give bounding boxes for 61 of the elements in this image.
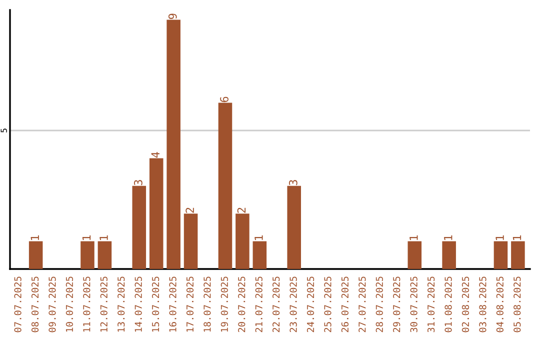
x-tick-label: 25.07.2025 [324, 276, 332, 332]
x-tick-label: 12.07.2025 [100, 276, 108, 332]
data-label: 1 [444, 235, 452, 240]
bar [252, 241, 267, 269]
bar [149, 158, 164, 269]
data-label: 1 [30, 235, 39, 240]
bar [236, 214, 250, 269]
bar [511, 241, 525, 269]
data-label: 1 [512, 235, 522, 240]
x-tick-label: 22.07.2025 [272, 276, 280, 332]
x-tick-label: 27.07.2025 [358, 276, 366, 332]
x-tick-label: 15.07.2025 [152, 276, 160, 332]
x-tick-label: 28.07.2025 [376, 276, 383, 332]
data-label: 3 [288, 180, 298, 186]
bar [184, 214, 198, 269]
x-tick-label: 20.07.2025 [238, 276, 246, 332]
bar [28, 241, 43, 269]
bar [98, 241, 112, 269]
data-label: 4 [151, 152, 160, 158]
data-label: 3 [134, 180, 142, 186]
data-label: 1 [496, 235, 504, 240]
x-tick-label: 29.07.2025 [393, 276, 400, 332]
bar [287, 186, 301, 269]
x-tick-label: 05.08.2025 [514, 276, 521, 332]
x-tick-label: 21.07.2025 [255, 276, 262, 332]
data-label: 9 [168, 14, 177, 20]
x-tick-label: 02.08.2025 [462, 276, 470, 332]
x-tick-label: 30.07.2025 [410, 276, 418, 332]
x-tick-label: 01.08.2025 [444, 276, 452, 332]
x-tick-label: 17.07.2025 [186, 276, 194, 332]
x-tick-label: 23.07.2025 [290, 276, 297, 332]
x-tick-label: 14.07.2025 [134, 276, 142, 332]
bar [218, 102, 232, 269]
x-tick-label: 03.08.2025 [479, 276, 486, 332]
data-label: 2 [186, 208, 194, 213]
bar [80, 241, 94, 269]
data-label: 1 [410, 235, 418, 240]
x-tick-label: 10.07.2025 [66, 276, 74, 332]
bar [408, 241, 422, 269]
x-tick-label: 31.07.2025 [427, 276, 435, 332]
x-tick-label: 26.07.2025 [341, 276, 349, 332]
x-tick-label: 11.07.2025 [83, 276, 90, 332]
bar [442, 241, 456, 269]
data-label: 6 [220, 96, 228, 102]
bar [132, 186, 146, 269]
x-tick-label: 18.07.2025 [204, 276, 211, 332]
data-label: 2 [237, 208, 246, 213]
y-tick-label: 5 [0, 128, 7, 132]
x-tick-label: 04.08.2025 [496, 276, 504, 332]
data-label: 1 [100, 235, 108, 240]
x-tick-label: 16.07.2025 [169, 276, 176, 332]
x-tick-label: 09.07.2025 [48, 276, 56, 332]
x-tick-label: 24.07.2025 [306, 276, 314, 332]
x-tick-label: 13.07.2025 [118, 276, 125, 332]
data-label: 1 [82, 235, 91, 240]
bar [166, 20, 180, 269]
x-tick-label: 07.07.2025 [14, 276, 22, 332]
x-tick-label: 08.07.2025 [31, 276, 39, 332]
x-tick-label: 19.07.2025 [220, 276, 228, 332]
data-label: 1 [254, 235, 263, 240]
bar [494, 241, 508, 269]
